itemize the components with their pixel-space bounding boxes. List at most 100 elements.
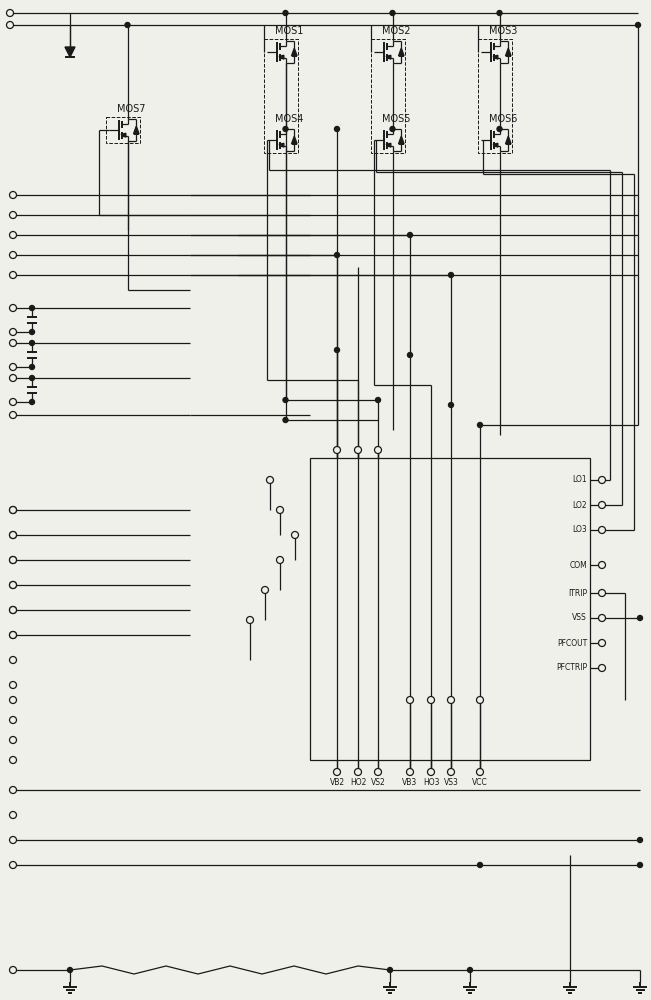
Circle shape	[637, 615, 643, 620]
Circle shape	[262, 586, 268, 593]
Text: PFCTRIP: PFCTRIP	[556, 664, 587, 672]
Circle shape	[637, 838, 643, 842]
Circle shape	[10, 836, 16, 844]
Text: MOS2: MOS2	[381, 25, 410, 35]
Circle shape	[637, 862, 643, 867]
Circle shape	[467, 968, 473, 972]
Circle shape	[406, 768, 413, 776]
Circle shape	[335, 252, 340, 257]
Circle shape	[10, 812, 16, 818]
Text: VS3: VS3	[443, 778, 458, 787]
Circle shape	[7, 9, 14, 16]
Circle shape	[374, 768, 381, 776]
Circle shape	[10, 398, 16, 406]
Circle shape	[10, 232, 16, 238]
Circle shape	[598, 614, 605, 621]
Circle shape	[449, 402, 454, 408]
Polygon shape	[398, 48, 404, 56]
Bar	[310, 458, 590, 760]
Text: VS2: VS2	[370, 778, 385, 787]
Circle shape	[355, 768, 361, 776]
Circle shape	[598, 664, 605, 672]
Circle shape	[10, 606, 16, 613]
Circle shape	[10, 861, 16, 868]
Text: COM: COM	[569, 560, 587, 570]
Circle shape	[29, 306, 35, 310]
Bar	[264, 39, 298, 153]
Circle shape	[10, 374, 16, 381]
Circle shape	[376, 397, 380, 402]
Circle shape	[10, 212, 16, 219]
Circle shape	[374, 446, 381, 454]
Polygon shape	[279, 55, 284, 59]
Circle shape	[428, 696, 434, 704]
Text: ITRIP: ITRIP	[568, 588, 587, 597]
Circle shape	[10, 532, 16, 538]
Text: PFCOUT: PFCOUT	[557, 639, 587, 648]
Circle shape	[355, 446, 361, 454]
Circle shape	[333, 768, 340, 776]
Bar	[371, 39, 406, 153]
Circle shape	[266, 477, 273, 484]
Text: MOS1: MOS1	[275, 25, 303, 35]
Text: VSS: VSS	[572, 613, 587, 622]
Circle shape	[10, 736, 16, 744]
Text: VB3: VB3	[402, 778, 418, 787]
Circle shape	[10, 756, 16, 764]
Circle shape	[10, 606, 16, 613]
Circle shape	[387, 968, 393, 972]
Polygon shape	[493, 143, 498, 147]
Polygon shape	[398, 136, 404, 144]
Polygon shape	[493, 55, 498, 59]
Circle shape	[390, 126, 395, 131]
Circle shape	[598, 477, 605, 484]
Circle shape	[283, 126, 288, 131]
Polygon shape	[292, 48, 297, 56]
Circle shape	[598, 640, 605, 647]
Circle shape	[10, 786, 16, 794]
Polygon shape	[65, 47, 75, 57]
Text: MOS5: MOS5	[381, 113, 410, 123]
Circle shape	[10, 556, 16, 564]
Circle shape	[10, 304, 16, 312]
Circle shape	[283, 397, 288, 402]
Circle shape	[598, 526, 605, 534]
Circle shape	[408, 232, 413, 237]
Circle shape	[10, 966, 16, 974]
Circle shape	[449, 272, 454, 277]
Circle shape	[247, 616, 253, 624]
Text: MOS6: MOS6	[489, 113, 517, 123]
Circle shape	[10, 682, 16, 688]
Circle shape	[477, 696, 484, 704]
Circle shape	[390, 10, 395, 15]
Text: LO3: LO3	[572, 526, 587, 534]
Circle shape	[477, 862, 482, 867]
Circle shape	[10, 632, 16, 639]
Circle shape	[335, 126, 340, 131]
Circle shape	[10, 556, 16, 564]
Polygon shape	[279, 143, 284, 147]
Circle shape	[283, 10, 288, 15]
Circle shape	[10, 363, 16, 370]
Circle shape	[598, 502, 605, 508]
Circle shape	[277, 556, 283, 564]
Polygon shape	[292, 136, 297, 144]
Circle shape	[7, 21, 14, 28]
Circle shape	[29, 340, 35, 346]
Circle shape	[277, 506, 283, 514]
Circle shape	[29, 330, 35, 334]
Text: VB2: VB2	[329, 778, 344, 787]
Circle shape	[10, 412, 16, 418]
Circle shape	[635, 22, 641, 27]
Polygon shape	[506, 48, 511, 56]
Text: HO2: HO2	[350, 778, 366, 787]
Circle shape	[497, 10, 502, 15]
Text: LO1: LO1	[572, 476, 587, 485]
Circle shape	[283, 418, 288, 422]
Polygon shape	[133, 126, 139, 134]
Circle shape	[292, 532, 299, 538]
Circle shape	[335, 348, 340, 353]
Circle shape	[125, 22, 130, 27]
Circle shape	[477, 768, 484, 776]
Bar	[478, 39, 512, 153]
